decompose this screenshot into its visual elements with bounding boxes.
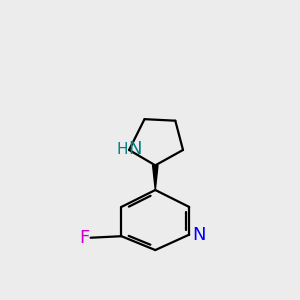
Text: H: H <box>116 142 128 157</box>
Text: N: N <box>192 226 206 244</box>
Polygon shape <box>153 165 158 190</box>
Text: F: F <box>79 229 89 247</box>
Text: N: N <box>128 140 142 158</box>
